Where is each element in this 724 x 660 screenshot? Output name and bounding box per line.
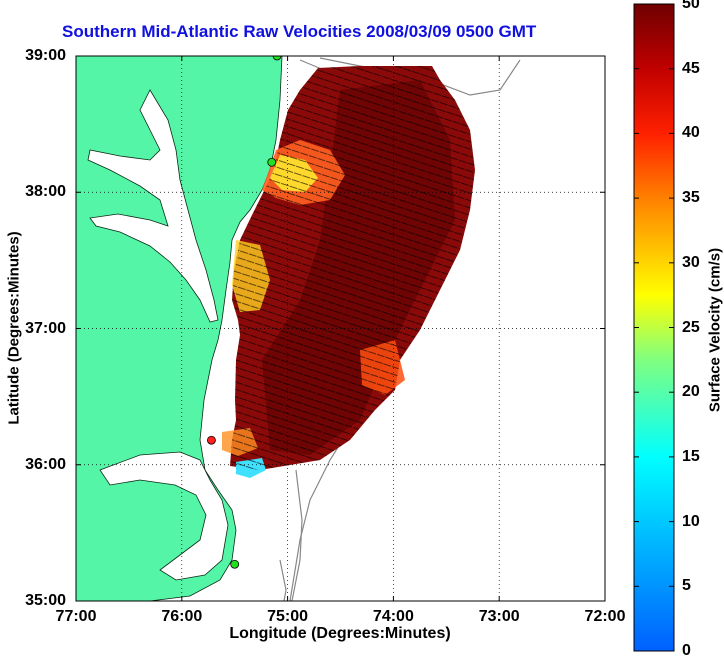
colorbar (633, 3, 675, 652)
colorbar-tick-label: 5 (682, 577, 691, 595)
station-marker (272, 56, 282, 61)
chesapeake-bay (87, 89, 219, 323)
colorbar-label: Surface Velocity (cm/s) (706, 247, 724, 413)
x-axis-label: Longitude (Degrees:Minutes) (229, 625, 451, 642)
x-tick-label: 76:00 (161, 608, 203, 625)
station-marker (207, 435, 216, 445)
colorbar-tick-label: 30 (682, 253, 700, 271)
colorbar-tick-label: 0 (682, 642, 691, 659)
colorbar-tick-label: 10 (682, 512, 700, 530)
station-marker (267, 157, 277, 167)
map-title: Southern Mid-Atlantic Raw Velocities 200… (62, 22, 537, 41)
x-tick-label: 73:00 (478, 608, 520, 625)
y-tick-label: 36:00 (25, 455, 66, 473)
colorbar-tick-label: 20 (682, 383, 700, 401)
frame-ticks (75, 55, 606, 602)
x-tick-label: 75:00 (267, 608, 309, 625)
colorbar-tick-label: 45 (682, 59, 700, 77)
colorbar-tick-label: 35 (682, 189, 700, 207)
radar-stations (207, 56, 282, 569)
y-tick-label: 38:00 (25, 183, 66, 201)
x-tick-label: 74:00 (372, 608, 414, 625)
colorbar-ticks (634, 3, 674, 652)
colorbar-tick-label: 25 (682, 318, 700, 336)
y-tick-label: 35:00 (25, 592, 66, 609)
pamlico-sound (99, 451, 229, 581)
colorbar-tick-label: 15 (682, 447, 700, 465)
y-axis-label: Latitude (Degrees:Minutes) (5, 231, 23, 425)
colorbar-tick-label: 40 (682, 124, 700, 142)
station-marker (230, 559, 240, 569)
x-tick-label: 72:00 (584, 608, 626, 625)
x-tick-label: 77:00 (55, 608, 97, 625)
map-grid (76, 56, 605, 601)
y-tick-label: 39:00 (25, 47, 66, 64)
velocity-arrows (230, 66, 475, 470)
colorbar-tick-label: 50 (682, 0, 700, 12)
y-tick-label: 37:00 (25, 319, 66, 337)
